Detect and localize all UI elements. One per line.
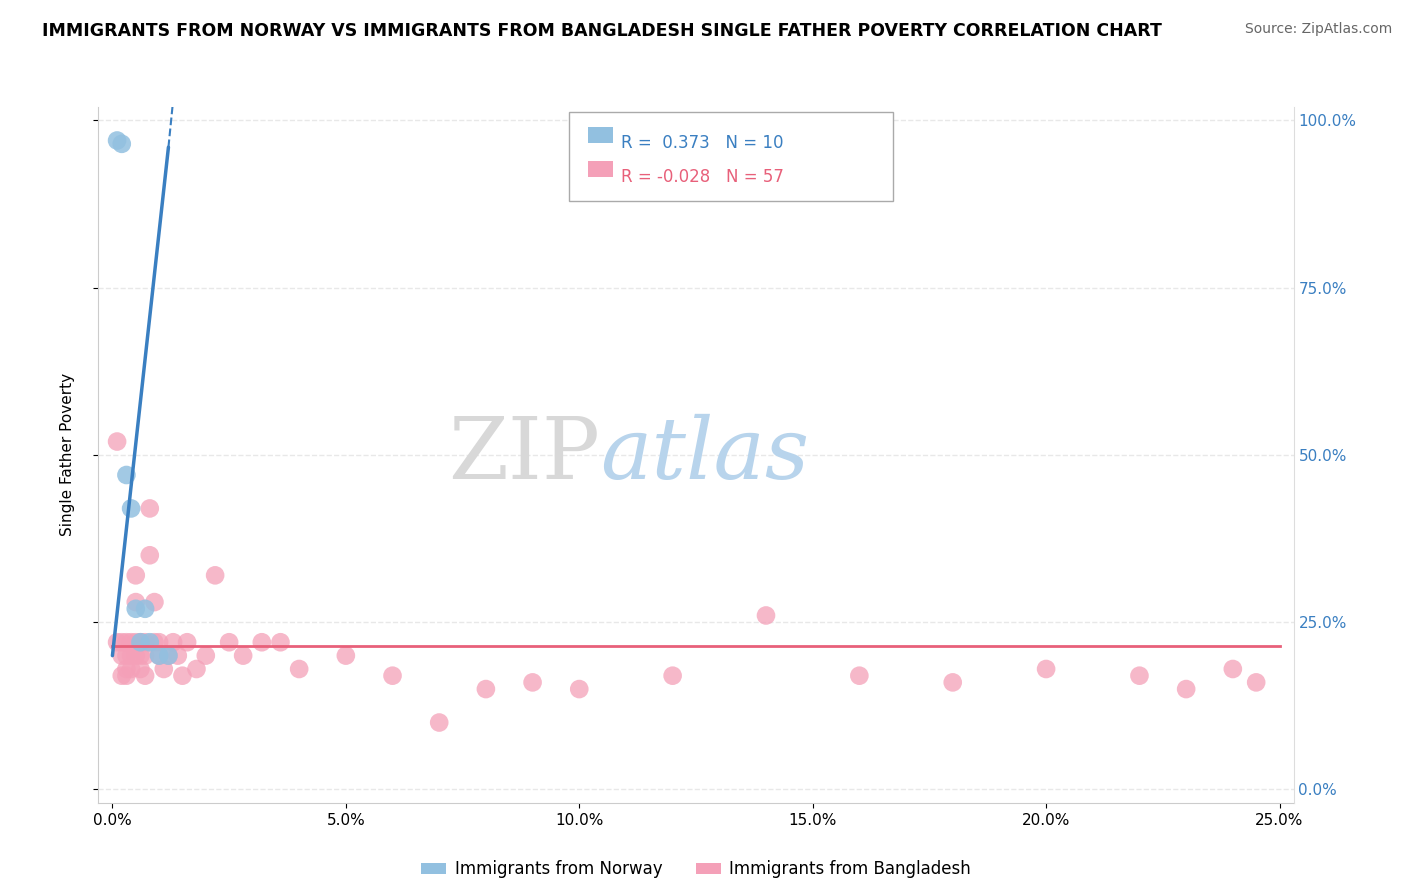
Point <box>143 635 166 649</box>
Point <box>232 648 254 663</box>
Point <box>1244 675 1267 690</box>
Point <box>1128 669 1150 683</box>
Point <box>568 681 591 696</box>
Point <box>942 675 965 690</box>
Point <box>120 648 142 663</box>
Point <box>475 681 498 696</box>
Point <box>125 595 148 609</box>
Point <box>755 608 778 623</box>
Point <box>129 635 152 649</box>
Point <box>186 662 208 676</box>
Point <box>139 548 162 563</box>
Point <box>661 669 683 683</box>
Point <box>111 635 134 649</box>
Point <box>125 602 148 616</box>
Point <box>176 635 198 649</box>
Point <box>381 669 404 683</box>
Point <box>134 635 156 649</box>
Point <box>111 669 134 683</box>
Point <box>129 635 152 649</box>
Point <box>1035 662 1057 676</box>
Text: atlas: atlas <box>600 414 810 496</box>
Point <box>157 648 180 663</box>
Point <box>172 669 194 683</box>
Point <box>105 635 128 649</box>
Point <box>125 648 148 663</box>
Point <box>269 635 291 649</box>
Point <box>427 715 450 730</box>
Point <box>139 501 162 516</box>
Point <box>115 468 138 483</box>
Point <box>115 648 138 663</box>
Point <box>134 669 156 683</box>
Point <box>1222 662 1244 676</box>
Point <box>120 662 142 676</box>
Point <box>1175 681 1198 696</box>
Point <box>288 662 311 676</box>
Y-axis label: Single Father Poverty: Single Father Poverty <box>60 374 75 536</box>
Text: ZIP: ZIP <box>449 413 600 497</box>
Text: Source: ZipAtlas.com: Source: ZipAtlas.com <box>1244 22 1392 37</box>
Point <box>134 602 156 616</box>
Point <box>120 501 142 516</box>
Point <box>148 648 170 663</box>
Point <box>129 662 152 676</box>
Point <box>129 648 152 663</box>
Point <box>162 635 184 649</box>
Point <box>111 136 134 151</box>
Text: R = -0.028   N = 57: R = -0.028 N = 57 <box>621 168 785 186</box>
Point <box>218 635 240 649</box>
Point <box>204 568 226 582</box>
Point <box>111 648 134 663</box>
Point <box>115 662 138 676</box>
Point <box>105 434 128 449</box>
Point <box>115 635 138 649</box>
Point <box>157 648 180 663</box>
Point <box>105 134 128 148</box>
Point <box>152 662 174 676</box>
Point <box>335 648 357 663</box>
Point <box>166 648 188 663</box>
Point <box>194 648 217 663</box>
Point <box>143 595 166 609</box>
Legend: Immigrants from Norway, Immigrants from Bangladesh: Immigrants from Norway, Immigrants from … <box>415 854 977 885</box>
Text: IMMIGRANTS FROM NORWAY VS IMMIGRANTS FROM BANGLADESH SINGLE FATHER POVERTY CORRE: IMMIGRANTS FROM NORWAY VS IMMIGRANTS FRO… <box>42 22 1161 40</box>
Point <box>134 648 156 663</box>
Point <box>522 675 544 690</box>
Point <box>139 635 162 649</box>
Point <box>148 635 170 649</box>
Point <box>120 635 142 649</box>
Point <box>115 669 138 683</box>
Text: R =  0.373   N = 10: R = 0.373 N = 10 <box>621 134 785 152</box>
Point <box>125 635 148 649</box>
Point <box>148 648 170 663</box>
Point <box>250 635 273 649</box>
Point <box>125 568 148 582</box>
Point <box>848 669 870 683</box>
